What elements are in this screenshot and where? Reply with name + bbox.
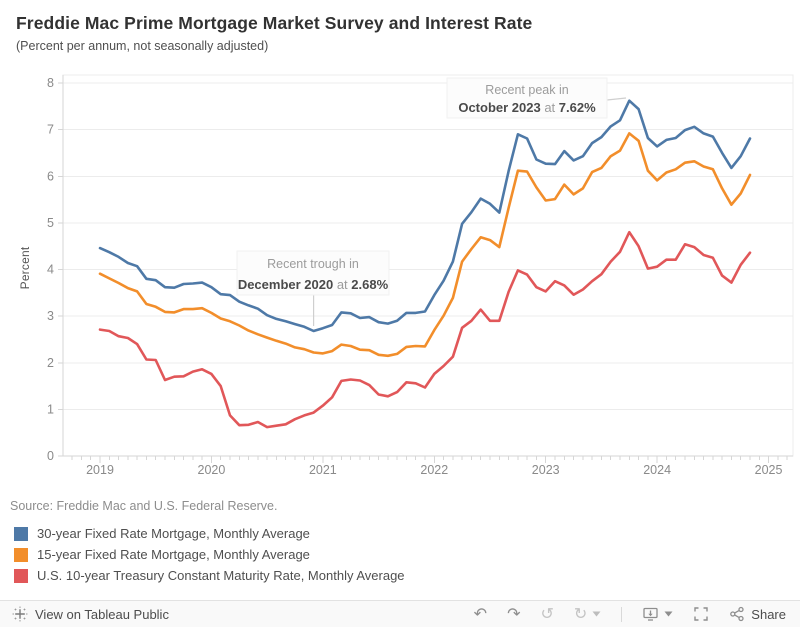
svg-text:December 2020 at 2.68%: December 2020 at 2.68% <box>238 277 389 292</box>
tableau-logo-icon <box>12 606 28 622</box>
svg-text:0: 0 <box>47 449 54 463</box>
svg-text:Percent: Percent <box>18 246 32 289</box>
refresh-caret-button[interactable] <box>592 611 601 617</box>
download-icon <box>643 607 658 621</box>
undo-button[interactable]: ↶ <box>474 606 487 622</box>
page-subtitle: (Percent per annum, not seasonally adjus… <box>16 39 269 53</box>
reset-button[interactable]: ↺ <box>540 606 553 622</box>
svg-text:3: 3 <box>47 309 54 323</box>
svg-text:2024: 2024 <box>643 463 671 477</box>
line-chart[interactable]: 0 1 2 3 4 5 6 7 8 2019 2020 2021 2022 2023 2024 2025 Per… <box>0 0 800 495</box>
redo-icon: ↷ <box>507 604 521 623</box>
svg-text:2022: 2022 <box>420 463 448 477</box>
svg-text:2025: 2025 <box>755 463 783 477</box>
legend-label: 15-year Fixed Rate Mortgage, Monthly Ave… <box>37 547 310 562</box>
svg-text:2023: 2023 <box>532 463 560 477</box>
source-note: Source: Freddie Mac and U.S. Federal Res… <box>10 499 278 513</box>
svg-text:5: 5 <box>47 216 54 230</box>
share-label: Share <box>751 606 786 622</box>
legend-item-30-year[interactable]: 30-year Fixed Rate Mortgage, Monthly Ave… <box>14 526 405 541</box>
svg-text:4: 4 <box>47 263 54 277</box>
chevron-down-icon <box>592 611 601 617</box>
view-on-tableau-public-link[interactable]: View on Tableau Public <box>12 606 169 622</box>
refresh-button[interactable]: ↻ <box>574 606 587 622</box>
download-button[interactable] <box>642 606 659 622</box>
legend-label: 30-year Fixed Rate Mortgage, Monthly Ave… <box>37 526 310 541</box>
legend-item-15-year[interactable]: 15-year Fixed Rate Mortgage, Monthly Ave… <box>14 547 405 562</box>
tableau-toolbar: View on Tableau Public ↶ ↷ ↺ ↻ <box>0 600 800 627</box>
legend: 30-year Fixed Rate Mortgage, Monthly Ave… <box>14 526 405 589</box>
svg-text:8: 8 <box>47 76 54 90</box>
svg-text:1: 1 <box>47 402 54 416</box>
page-title: Freddie Mac Prime Mortgage Market Survey… <box>16 13 533 33</box>
svg-text:2019: 2019 <box>86 463 114 477</box>
share-icon <box>730 606 744 622</box>
legend-swatch-10-year-treasury-icon <box>14 568 28 583</box>
reset-icon: ↺ <box>540 604 554 623</box>
chevron-down-icon <box>664 611 673 617</box>
svg-text:2020: 2020 <box>198 463 226 477</box>
legend-label: U.S. 10-year Treasury Constant Maturity … <box>37 568 405 583</box>
undo-icon: ↶ <box>473 604 488 623</box>
legend-swatch-15-year-icon <box>14 547 28 562</box>
redo-button[interactable]: ↷ <box>507 606 520 622</box>
svg-text:2: 2 <box>47 356 54 370</box>
toolbar-actions: ↶ ↷ ↺ ↻ <box>474 606 786 622</box>
fullscreen-button[interactable] <box>693 606 709 622</box>
svg-text:Recent peak in: Recent peak in <box>485 83 568 97</box>
svg-text:2021: 2021 <box>309 463 337 477</box>
svg-text:October 2023 at 7.62%: October 2023 at 7.62% <box>458 100 596 115</box>
svg-text:Recent trough in: Recent trough in <box>267 257 359 271</box>
download-caret-button[interactable] <box>664 611 673 617</box>
view-on-label: View on Tableau Public <box>35 606 169 622</box>
share-button[interactable]: Share <box>729 606 786 622</box>
refresh-icon: ↻ <box>573 604 588 623</box>
legend-item-10-year-treasury[interactable]: U.S. 10-year Treasury Constant Maturity … <box>14 568 405 583</box>
fullscreen-icon <box>694 607 708 621</box>
svg-text:7: 7 <box>47 123 54 137</box>
toolbar-divider <box>621 606 623 622</box>
legend-swatch-30-year-icon <box>14 526 28 541</box>
svg-text:6: 6 <box>47 169 54 183</box>
